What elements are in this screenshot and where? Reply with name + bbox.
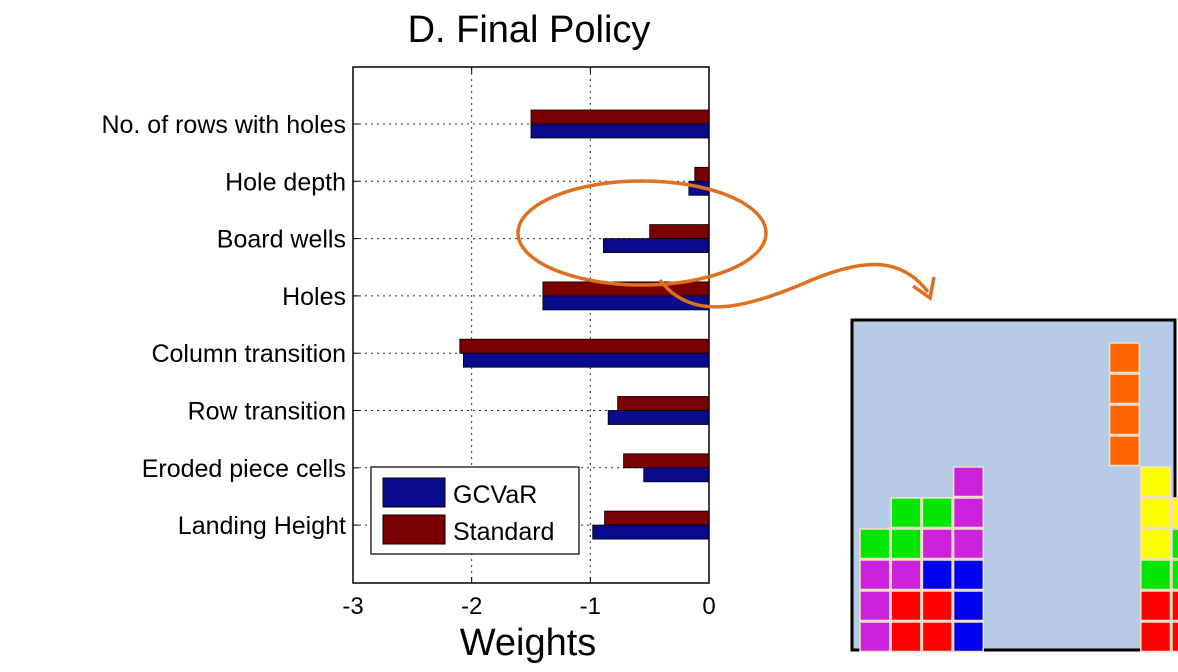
bar-gcvar-row-transition	[607, 410, 710, 425]
bar-standard-column-transition	[459, 338, 710, 354]
x-tick-label: 0	[702, 593, 715, 620]
tetris-cell	[890, 590, 922, 622]
tetris-cell	[890, 528, 922, 560]
category-label-board-wells: Board wells	[217, 226, 346, 254]
category-label-row-transition: Row transition	[188, 398, 346, 426]
tetris-cell	[921, 497, 953, 529]
tetris-cell	[1108, 342, 1141, 374]
tetris-cell	[859, 559, 891, 591]
tetris-cell	[859, 528, 891, 560]
tetris-cell	[952, 559, 985, 591]
highlight-arrow	[658, 262, 930, 309]
x-tick-label: -1	[580, 593, 601, 620]
bar-standard-board-wells	[649, 224, 710, 240]
x-tick-label: -3	[342, 593, 363, 620]
tetris-cell	[921, 590, 953, 622]
category-label-hole-depth: Hole depth	[225, 168, 346, 196]
bar-standard-no-of-rows-with-holes	[530, 109, 710, 125]
x-tick-labels: -3 -2 -1 0	[342, 593, 715, 620]
arrow-head	[911, 276, 936, 301]
legend-swatch-gcvar	[382, 477, 446, 508]
bar-gcvar-eroded-piece-cells	[643, 467, 710, 483]
tetris-cell	[952, 466, 985, 498]
x-tick-label: -2	[461, 593, 482, 620]
tetris-cell	[1140, 621, 1172, 653]
tetris-cell	[859, 621, 891, 653]
category-label-column-transition: Column transition	[151, 340, 346, 368]
tetris-cell	[952, 528, 985, 560]
bar-gcvar-no-of-rows-with-holes	[530, 123, 710, 139]
tetris-cell	[921, 528, 953, 560]
tetris-cell	[1108, 404, 1141, 436]
tetris-cell	[921, 621, 953, 653]
tetris-cell	[1140, 590, 1172, 622]
tetris-cell	[890, 497, 922, 529]
tetris-cell	[1171, 497, 1178, 529]
legend-label-gcvar: GCVaR	[453, 481, 537, 509]
category-label-holes: Holes	[282, 283, 346, 311]
bar-gcvar-landing-height	[592, 524, 710, 540]
tetris-cell	[952, 497, 985, 529]
bars-group	[459, 109, 710, 540]
tetris-cell	[1108, 435, 1141, 467]
legend-swatch-standard	[382, 514, 446, 545]
tetris-cell	[1140, 497, 1172, 529]
tetris-cell	[859, 590, 891, 622]
bar-gcvar-holes	[542, 295, 710, 311]
tetris-cell	[890, 621, 922, 653]
category-label-landing-height: Landing Height	[178, 512, 346, 540]
bar-standard-hole-depth	[694, 166, 710, 182]
tetris-cell	[1140, 559, 1172, 591]
tetris-cell	[952, 621, 985, 653]
tetris-cell	[890, 559, 922, 591]
bar-standard-landing-height	[604, 510, 710, 526]
highlight-annotation	[516, 179, 936, 309]
bar-standard-row-transition	[617, 396, 710, 411]
highlight-ellipse	[516, 179, 768, 287]
tetris-cells	[859, 342, 1178, 653]
category-labels: No. of rows with holes Hole depth Board we…	[101, 111, 346, 540]
bar-gcvar-board-wells	[602, 238, 710, 254]
tetris-cell	[1171, 590, 1178, 622]
legend: GCVaR Standard	[370, 466, 580, 555]
x-axis-label: Weights	[460, 622, 597, 664]
tetris-cell	[1108, 373, 1141, 405]
bar-standard-eroded-piece-cells	[623, 453, 710, 469]
tetris-cell	[1171, 559, 1178, 591]
tetris-cell	[952, 590, 985, 622]
tetris-cell	[1140, 466, 1172, 498]
category-label-no-of-rows-with-holes: No. of rows with holes	[101, 111, 346, 139]
tetris-board	[850, 318, 1178, 653]
tetris-cell	[921, 559, 953, 591]
tetris-cell	[1140, 528, 1172, 560]
grid-lines	[352, 67, 710, 583]
tetris-cell	[1171, 621, 1178, 653]
bar-gcvar-column-transition	[462, 352, 710, 368]
tetris-cell	[1171, 528, 1178, 560]
legend-label-standard: Standard	[453, 518, 554, 546]
chart-title: D. Final Policy	[408, 9, 651, 51]
category-label-eroded-piece-cells: Eroded piece cells	[142, 455, 346, 483]
